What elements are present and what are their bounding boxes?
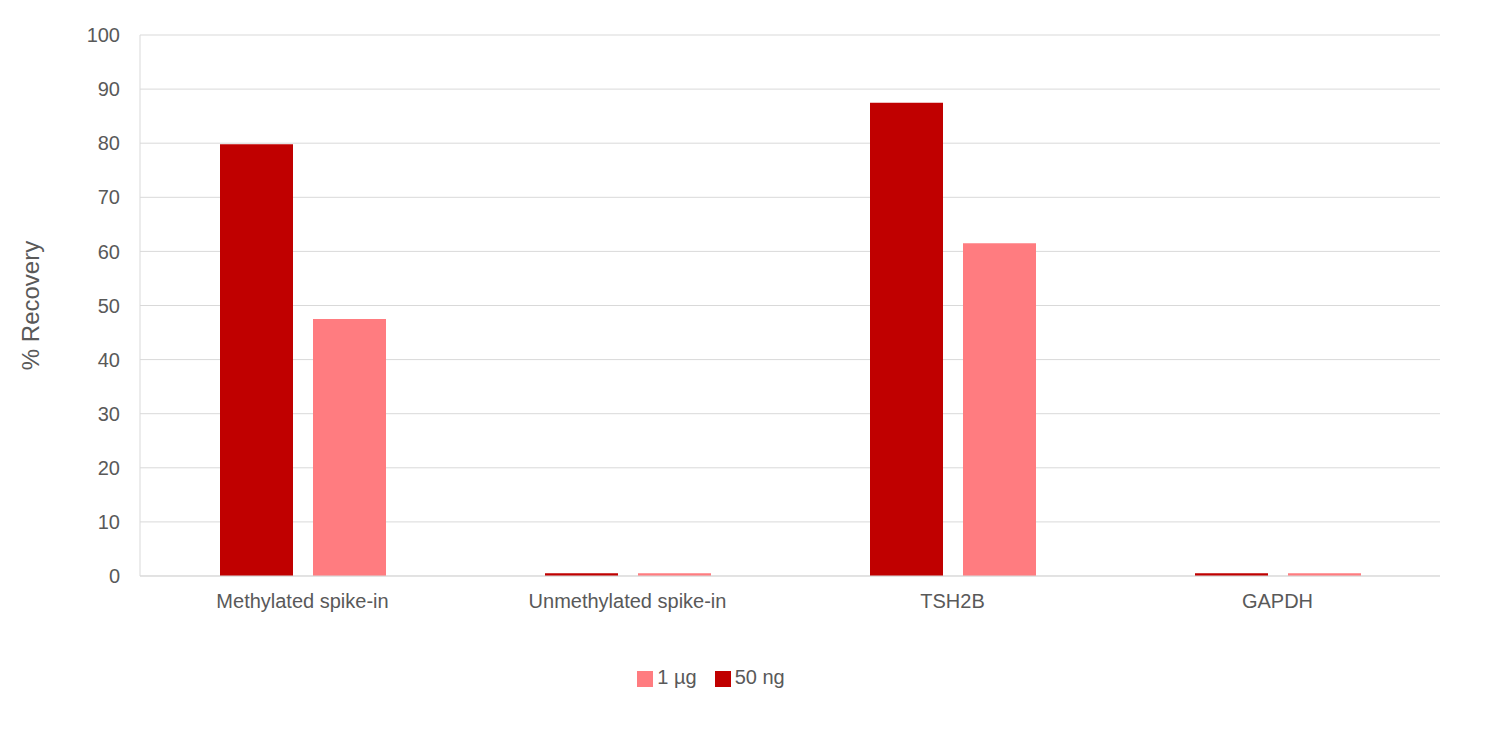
- svg-text:70: 70: [98, 186, 120, 208]
- html-text:50 ng: 50 ng: [734, 666, 785, 688]
- svg-text:60: 60: [98, 241, 120, 263]
- svg-text:80: 80: [98, 132, 120, 154]
- svg-text:40: 40: [98, 349, 120, 371]
- svg-text:20: 20: [98, 457, 120, 479]
- svg-text:100: 100: [87, 24, 120, 46]
- svg-text:Methylated spike-in: Methylated spike-in: [216, 590, 388, 612]
- svg-text:% Recovery: % Recovery: [17, 241, 44, 370]
- html-text:1 µg: 1 µg: [657, 666, 697, 688]
- svg-text:Unmethylated spike-in: Unmethylated spike-in: [529, 590, 727, 612]
- svg-text:0: 0: [109, 565, 120, 587]
- svg-text:10: 10: [98, 511, 120, 533]
- svg-text:50: 50: [98, 295, 120, 317]
- svg-text:90: 90: [98, 78, 120, 100]
- svg-text:TSH2B: TSH2B: [920, 590, 984, 612]
- svg-text:GAPDH: GAPDH: [1242, 590, 1313, 612]
- svg-text:30: 30: [98, 403, 120, 425]
